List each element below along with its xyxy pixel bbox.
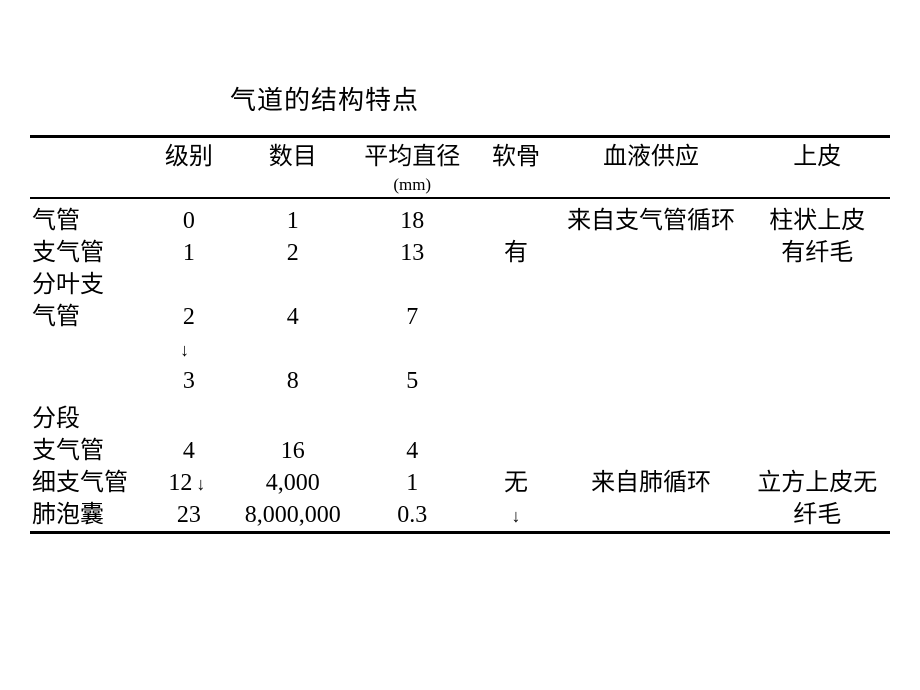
table-row: 支气管 4 16 4 [30, 435, 890, 467]
cell-count: 8 [236, 365, 350, 397]
cell-cart [475, 435, 558, 467]
cell-cart: 有 [475, 237, 558, 269]
cell-count: 8,000,000 [236, 499, 350, 533]
cell-cart [475, 301, 558, 333]
cell-level: 4 [142, 435, 235, 467]
page: 气道的结构特点 级别 数目 平均直径 软骨 血液供应 上皮 (mm) 气管 0 … [0, 0, 920, 534]
cell-cart [475, 365, 558, 397]
table-row: 细支气管 12↓ 4,000 1 无 来自肺循环 立方上皮无 [30, 467, 890, 499]
table-title: 气道的结构特点 [30, 80, 890, 117]
cell-epi: 有纤毛 [745, 237, 890, 269]
cell-epi [745, 435, 890, 467]
cell-level: 12↓ [142, 467, 235, 499]
cell-diam: 7 [350, 301, 475, 333]
header-sub-row: (mm) [30, 176, 890, 198]
header-count: 数目 [236, 137, 350, 177]
down-arrow-icon: ↓ [192, 474, 209, 494]
cell-blood [558, 435, 745, 467]
airway-table: 级别 数目 平均直径 软骨 血液供应 上皮 (mm) 气管 0 1 18 来自支… [30, 135, 890, 534]
down-arrow-icon: ↓ [176, 340, 193, 360]
cell-count: 4,000 [236, 467, 350, 499]
row-label: 支气管 [30, 237, 142, 269]
cell-cart: 无 [475, 467, 558, 499]
table-row: 分叶支 [30, 269, 890, 301]
table-row: 分段 [30, 403, 890, 435]
header-blood: 血液供应 [558, 137, 745, 177]
header-epithelium: 上皮 [745, 137, 890, 177]
cell-epi: 纤毛 [745, 499, 890, 533]
table-row: 支气管 1 2 13 有 有纤毛 [30, 237, 890, 269]
cell-epi: 柱状上皮 [745, 205, 890, 237]
cell-count: 2 [236, 237, 350, 269]
row-label: 细支气管 [30, 467, 142, 499]
cell-diam: 4 [350, 435, 475, 467]
down-arrow-icon: ↓ [508, 506, 525, 526]
cell-cart: ↓ [475, 499, 558, 533]
cell-cart [475, 205, 558, 237]
cell-blood [558, 365, 745, 397]
cell-diam: 18 [350, 205, 475, 237]
cell-level: 2 [142, 301, 235, 333]
cell-diam: 1 [350, 467, 475, 499]
cell-count: 16 [236, 435, 350, 467]
table-row: 气管 2 4 7 [30, 301, 890, 333]
cell-blood: 来自肺循环 [558, 467, 745, 499]
header-diameter-unit: (mm) [350, 176, 475, 198]
cell-diam: 0.3 [350, 499, 475, 533]
cell-epi [745, 365, 890, 397]
header-diameter: 平均直径 [350, 137, 475, 177]
row-label: 肺泡囊 [30, 499, 142, 533]
header-blank [30, 137, 142, 177]
cell-blood [558, 499, 745, 533]
cell-level: 1 [142, 237, 235, 269]
cell-diam: 13 [350, 237, 475, 269]
cell-blood: 来自支气管循环 [558, 205, 745, 237]
header-cartilage: 软骨 [475, 137, 558, 177]
header-row: 级别 数目 平均直径 软骨 血液供应 上皮 [30, 137, 890, 177]
cell-blood [558, 237, 745, 269]
cell-blood [558, 301, 745, 333]
cell-count: 1 [236, 205, 350, 237]
table-row: 气管 0 1 18 来自支气管循环 柱状上皮 [30, 205, 890, 237]
table-row: 肺泡囊 23 8,000,000 0.3 ↓ 纤毛 [30, 499, 890, 533]
row-label: 支气管 [30, 435, 142, 467]
table-row: 3 8 5 [30, 365, 890, 397]
cell-diam: 5 [350, 365, 475, 397]
cell-level: 23 [142, 499, 235, 533]
cell-count: 4 [236, 301, 350, 333]
row-label: 分段 [30, 403, 142, 435]
cell-epi [745, 301, 890, 333]
cell-level: 3 [142, 365, 235, 397]
row-label: 分叶支 [30, 269, 142, 301]
row-label: 气管 [30, 301, 142, 333]
cell-epi: 立方上皮无 [745, 467, 890, 499]
row-label: 气管 [30, 205, 142, 237]
arrow-row: ↓ [30, 333, 890, 365]
cell-level: 0 [142, 205, 235, 237]
row-label [30, 365, 142, 397]
header-level: 级别 [142, 137, 235, 177]
